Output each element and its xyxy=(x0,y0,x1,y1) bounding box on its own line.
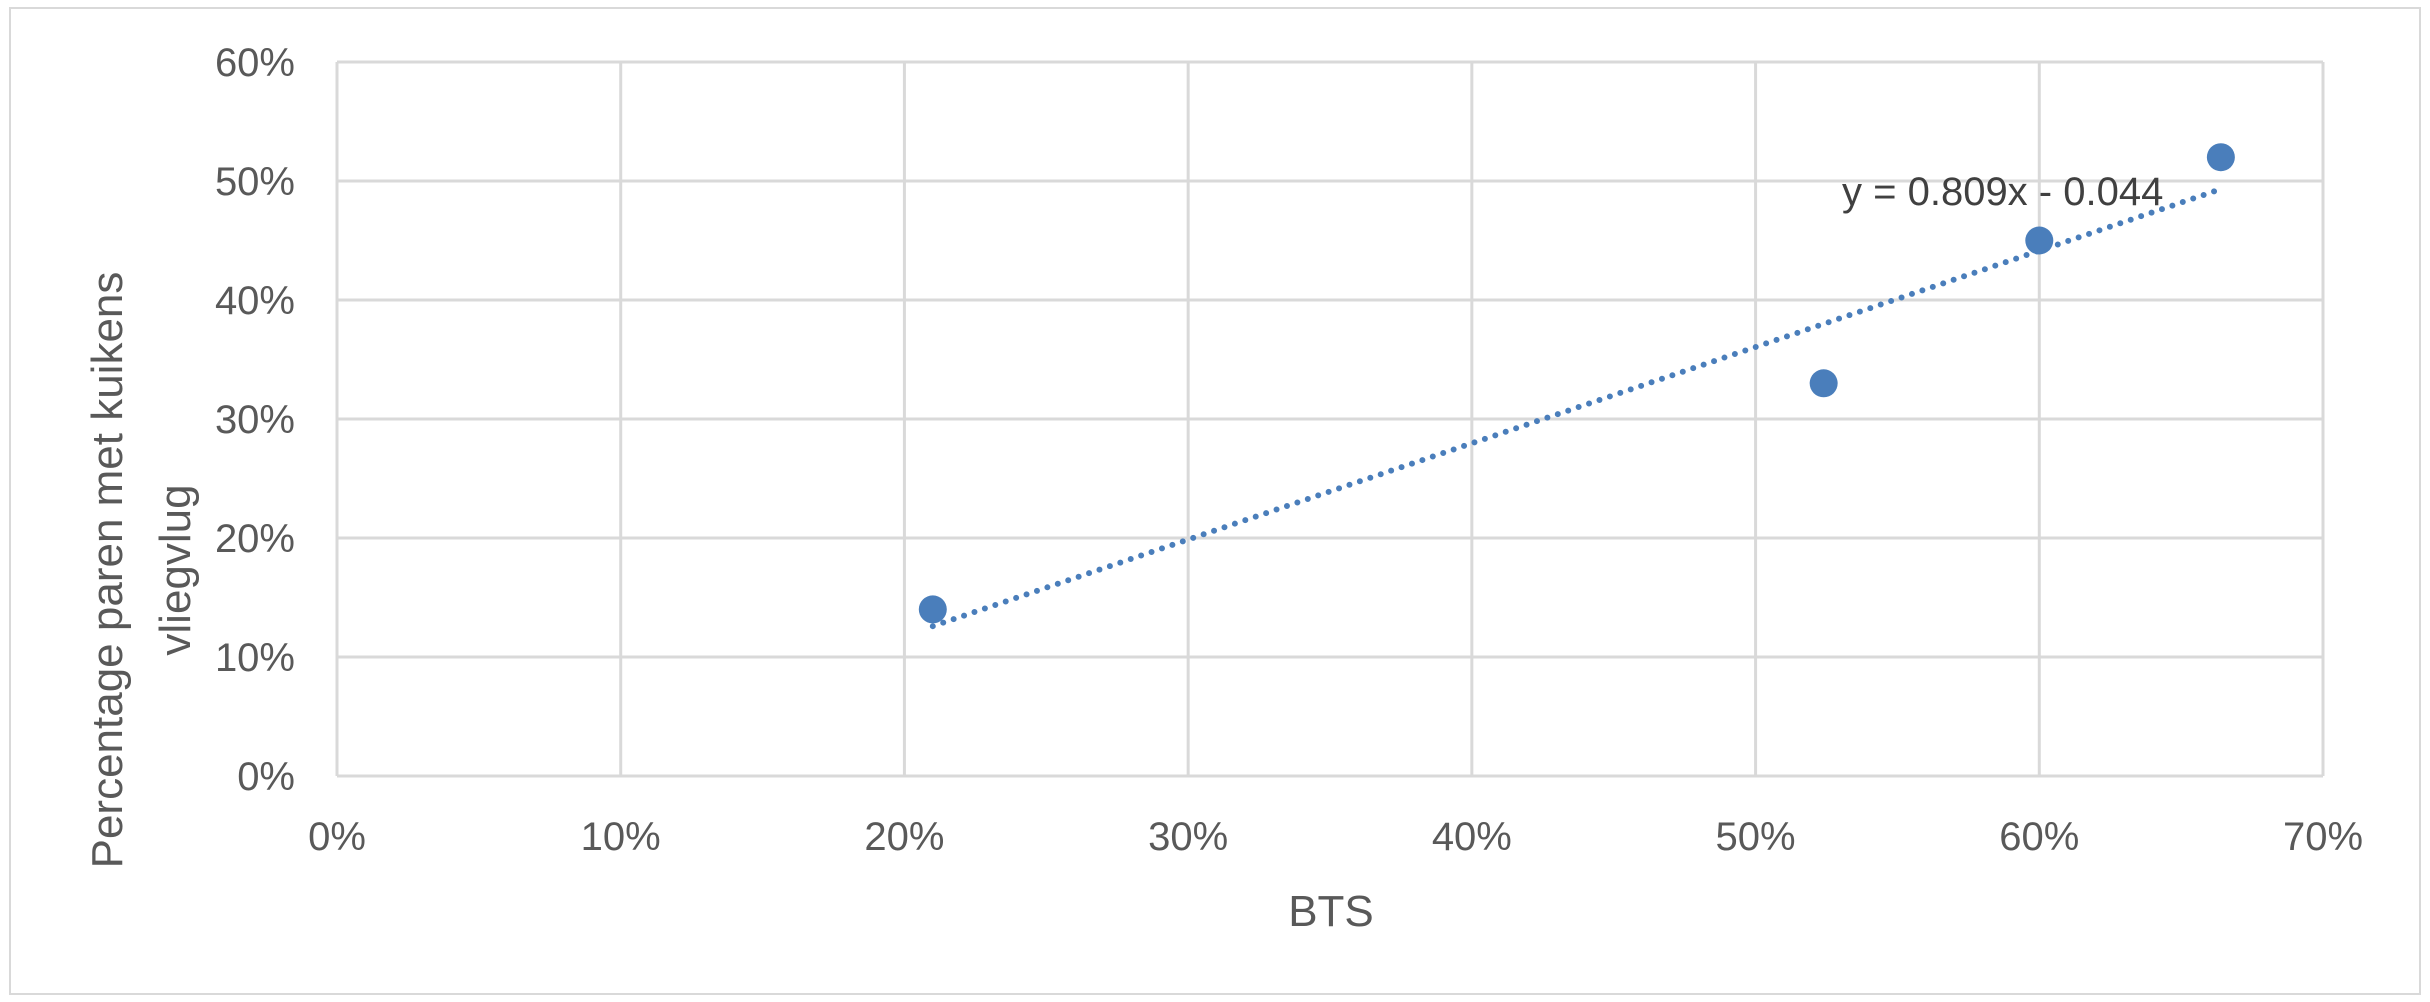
x-tick-label: 50% xyxy=(1716,815,1796,859)
data-point-3 xyxy=(2206,143,2235,172)
x-tick-label: 40% xyxy=(1432,815,1512,859)
trendline xyxy=(929,186,2224,630)
y-tick-labels: 0% 10% 20% 30% 40% 50% 60% xyxy=(215,41,295,799)
x-axis-title: BTS xyxy=(1288,887,1374,936)
trendline-group xyxy=(929,186,2224,630)
chart-frame xyxy=(9,7,2421,995)
y-tick-label: 10% xyxy=(215,636,295,680)
x-tick-label: 10% xyxy=(581,815,661,859)
x-tick-label: 30% xyxy=(1148,815,1228,859)
y-axis-title-line-2: vliegvlug xyxy=(151,484,200,655)
data-point-1 xyxy=(1809,369,1838,398)
y-tick-label: 40% xyxy=(215,279,295,323)
trendline-equation: y = 0.809x - 0.044 xyxy=(1842,170,2163,214)
y-tick-label: 30% xyxy=(215,398,295,442)
y-tick-label: 60% xyxy=(215,41,295,85)
y-tick-label: 20% xyxy=(215,517,295,561)
x-tick-label: 0% xyxy=(308,815,366,859)
x-tick-label: 20% xyxy=(864,815,944,859)
y-tick-label: 0% xyxy=(237,755,295,799)
data-point-2 xyxy=(2025,226,2054,255)
data-points xyxy=(918,143,2235,624)
x-tick-labels: 0% 10% 20% 30% 40% 50% 60% 70% xyxy=(308,815,2363,859)
x-tick-label: 70% xyxy=(2283,815,2363,859)
y-axis-title-line-1: Percentage paren met kuikens xyxy=(83,272,132,869)
x-tick-label: 60% xyxy=(1999,815,2079,859)
grid-lines xyxy=(335,60,2325,778)
data-point-0 xyxy=(918,595,947,624)
y-tick-label: 50% xyxy=(215,160,295,204)
y-axis-title: Percentage paren met kuikens vliegvlug xyxy=(83,272,200,869)
